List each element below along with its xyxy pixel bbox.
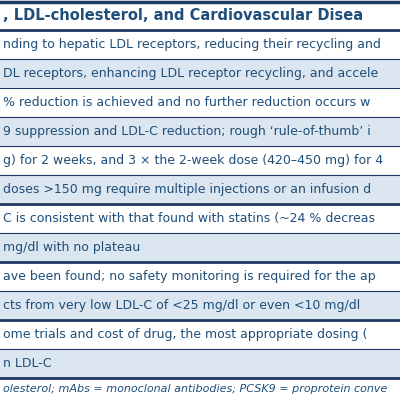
Text: ave been found; no safety monitoring is required for the ap: ave been found; no safety monitoring is … (3, 270, 376, 283)
Bar (0, 175, 400, 204)
Text: g) for 2 weeks, and 3 × the 2-week dose (420–450 mg) for 4: g) for 2 weeks, and 3 × the 2-week dose … (3, 154, 383, 167)
Text: % reduction is achieved and no further reduction occurs w: % reduction is achieved and no further r… (3, 96, 370, 109)
Text: ome trials and cost of drug, the most appropriate dosing (: ome trials and cost of drug, the most ap… (3, 328, 367, 341)
Text: DL receptors, enhancing LDL receptor recycling, and accele: DL receptors, enhancing LDL receptor rec… (3, 67, 378, 80)
Bar (0, 59, 400, 88)
Bar (0, 117, 400, 146)
Bar (0, 320, 400, 349)
Bar (0, 30, 400, 59)
Text: olesterol; mAbs = monoclonal antibodies; PCSK9 = proprotein conve: olesterol; mAbs = monoclonal antibodies;… (3, 384, 387, 394)
Text: n LDL-C: n LDL-C (3, 357, 52, 370)
Bar (0, 233, 400, 262)
Bar (0, 349, 400, 378)
Text: mg/dl with no plateau: mg/dl with no plateau (3, 241, 140, 254)
Bar (0, 2, 400, 30)
Text: doses >150 mg require multiple injections or an infusion d: doses >150 mg require multiple injection… (3, 183, 371, 196)
Bar (0, 262, 400, 291)
Text: cts from very low LDL-C of <25 mg/dl or even <10 mg/dl: cts from very low LDL-C of <25 mg/dl or … (3, 299, 360, 312)
Bar (0, 204, 400, 233)
Text: nding to hepatic LDL receptors, reducing their recycling and: nding to hepatic LDL receptors, reducing… (3, 38, 381, 51)
Text: 9 suppression and LDL-C reduction; rough ‘rule-of-thumb’ i: 9 suppression and LDL-C reduction; rough… (3, 125, 371, 138)
Text: C is consistent with that found with statins (~24 % decreas: C is consistent with that found with sta… (3, 212, 375, 225)
Bar (0, 88, 400, 117)
Bar (0, 291, 400, 320)
Text: , LDL-cholesterol, and Cardiovascular Disea: , LDL-cholesterol, and Cardiovascular Di… (3, 8, 363, 24)
Bar (0, 378, 400, 400)
Bar (0, 146, 400, 175)
